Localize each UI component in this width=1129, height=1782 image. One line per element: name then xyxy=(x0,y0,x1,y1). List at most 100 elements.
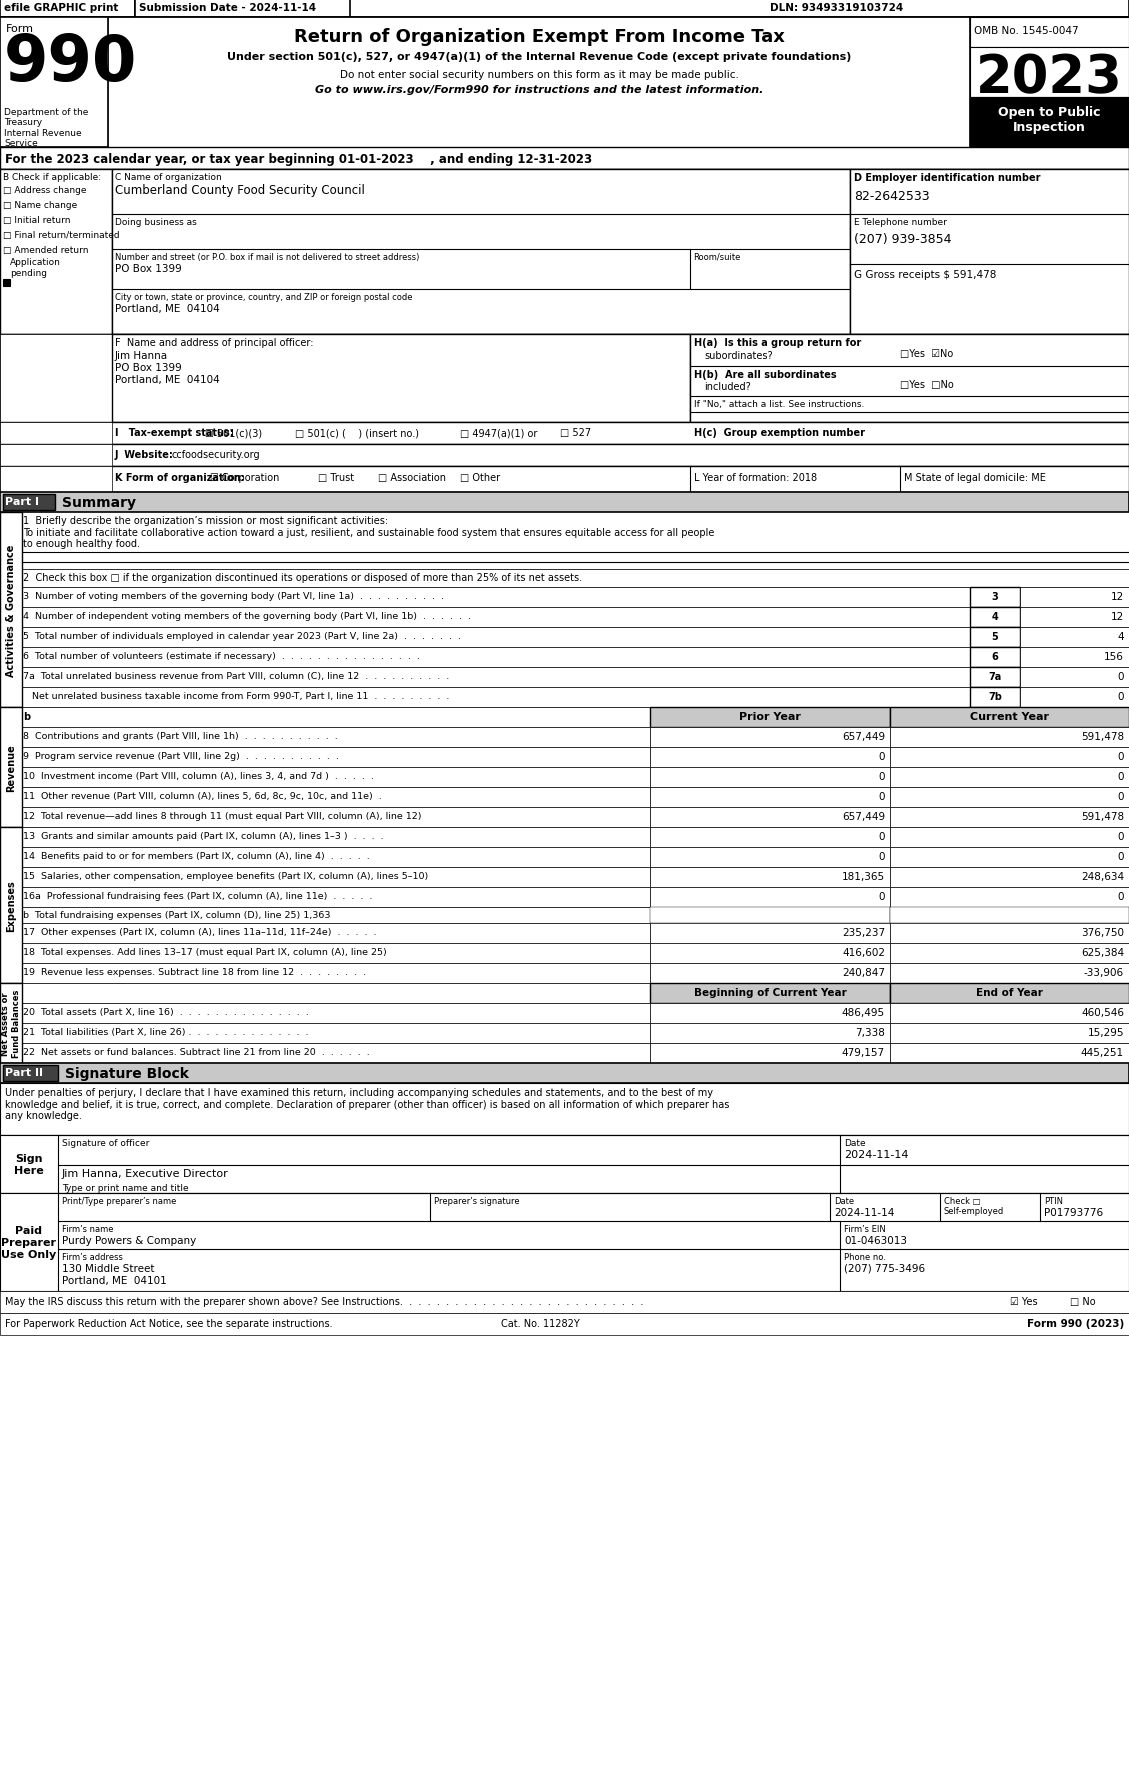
Text: DLN: 93493319103724: DLN: 93493319103724 xyxy=(770,4,903,12)
Text: Return of Organization Exempt From Income Tax: Return of Organization Exempt From Incom… xyxy=(294,29,785,46)
Text: Signature Block: Signature Block xyxy=(65,1066,189,1080)
Text: Firm’s name: Firm’s name xyxy=(62,1224,114,1233)
Bar xyxy=(890,848,1129,868)
Bar xyxy=(0,422,112,446)
Text: Type or print name and title: Type or print name and title xyxy=(62,1183,189,1192)
Bar xyxy=(650,807,890,827)
Text: End of Year: End of Year xyxy=(975,987,1042,998)
Text: Purdy Powers & Company: Purdy Powers & Company xyxy=(62,1235,196,1246)
Bar xyxy=(0,335,112,422)
Text: Department of the
Treasury
Internal Revenue
Service: Department of the Treasury Internal Reve… xyxy=(5,109,88,148)
Bar xyxy=(112,169,850,335)
Text: Beginning of Current Year: Beginning of Current Year xyxy=(693,987,847,998)
Text: 0: 0 xyxy=(878,852,885,861)
Bar xyxy=(0,1044,650,1064)
Text: Paid
Preparer
Use Only: Paid Preparer Use Only xyxy=(1,1226,56,1258)
Text: b  Total fundraising expenses (Part IX, column (D), line 25) 1,363: b Total fundraising expenses (Part IX, c… xyxy=(23,911,331,920)
Text: Firm’s address: Firm’s address xyxy=(62,1253,123,1262)
Bar xyxy=(0,608,970,627)
Text: 591,478: 591,478 xyxy=(1080,732,1124,741)
Bar xyxy=(0,588,970,608)
Bar xyxy=(0,964,21,984)
Text: Signature of officer: Signature of officer xyxy=(62,1139,149,1148)
Text: Firm’s EIN: Firm’s EIN xyxy=(844,1224,886,1233)
Text: 0: 0 xyxy=(1118,791,1124,802)
Bar xyxy=(890,907,1129,923)
Text: Submission Date - 2024-11-14: Submission Date - 2024-11-14 xyxy=(139,4,316,12)
Bar xyxy=(0,18,108,148)
Bar xyxy=(0,727,21,748)
Bar xyxy=(0,570,21,588)
Bar xyxy=(0,668,21,688)
Text: H(a)  Is this a group return for: H(a) Is this a group return for xyxy=(694,339,861,347)
Bar xyxy=(970,688,1019,707)
Text: 13  Grants and similar amounts paid (Part IX, column (A), lines 1–3 )  .  .  .  : 13 Grants and similar amounts paid (Part… xyxy=(23,832,384,841)
Bar xyxy=(0,1135,1129,1194)
Bar xyxy=(0,827,21,848)
Text: Cumberland County Food Security Council: Cumberland County Food Security Council xyxy=(115,184,365,196)
Bar xyxy=(890,984,1129,1003)
Text: □ No: □ No xyxy=(1070,1296,1095,1306)
Bar xyxy=(0,887,21,907)
Bar xyxy=(890,868,1129,887)
Bar xyxy=(890,707,1129,727)
Text: 486,495: 486,495 xyxy=(842,1007,885,1018)
Text: 2023: 2023 xyxy=(975,52,1122,103)
Text: 625,384: 625,384 xyxy=(1080,948,1124,957)
Text: 19  Revenue less expenses. Subtract line 18 from line 12  .  .  .  .  .  .  .  .: 19 Revenue less expenses. Subtract line … xyxy=(23,968,366,977)
Bar xyxy=(690,335,1129,422)
Text: PTIN: PTIN xyxy=(1044,1196,1064,1205)
Bar xyxy=(0,907,21,923)
Bar xyxy=(0,627,21,647)
Text: 17  Other expenses (Part IX, column (A), lines 11a–11d, 11f–24e)  .  .  .  .  .: 17 Other expenses (Part IX, column (A), … xyxy=(23,927,376,937)
Text: 12: 12 xyxy=(1111,611,1124,622)
Text: Self-employed: Self-employed xyxy=(944,1206,1005,1215)
Text: 248,634: 248,634 xyxy=(1080,871,1124,882)
Text: 22  Net assets or fund balances. Subtract line 21 from line 20  .  .  .  .  .  .: 22 Net assets or fund balances. Subtract… xyxy=(23,1048,370,1057)
Text: 10  Investment income (Part VIII, column (A), lines 3, 4, and 7d )  .  .  .  .  : 10 Investment income (Part VIII, column … xyxy=(23,772,374,781)
Bar xyxy=(0,1023,650,1044)
Text: For Paperwork Reduction Act Notice, see the separate instructions.: For Paperwork Reduction Act Notice, see … xyxy=(5,1319,333,1328)
Bar xyxy=(1019,688,1129,707)
Bar xyxy=(0,513,21,570)
Bar xyxy=(890,964,1129,984)
Text: PO Box 1399: PO Box 1399 xyxy=(115,364,182,372)
Bar xyxy=(0,907,650,923)
Bar xyxy=(970,647,1019,668)
Text: 235,237: 235,237 xyxy=(842,927,885,937)
Bar xyxy=(1019,608,1129,627)
Bar xyxy=(650,984,890,1003)
Bar xyxy=(0,1194,58,1292)
Bar xyxy=(0,570,1129,588)
Bar xyxy=(0,848,650,868)
Text: F  Name and address of principal officer:: F Name and address of principal officer: xyxy=(115,339,314,347)
Bar xyxy=(0,1313,1129,1335)
Bar xyxy=(0,1194,1129,1292)
Text: 0: 0 xyxy=(1118,672,1124,683)
Text: To initiate and facilitate collaborative action toward a just, resilient, and su: To initiate and facilitate collaborative… xyxy=(23,527,715,538)
Text: 4  Number of independent voting members of the governing body (Part VI, line 1b): 4 Number of independent voting members o… xyxy=(23,611,471,620)
Text: Portland, ME  04104: Portland, ME 04104 xyxy=(115,374,220,385)
Text: ccfoodsecurity.org: ccfoodsecurity.org xyxy=(172,449,261,460)
Text: 4: 4 xyxy=(991,611,998,622)
Bar xyxy=(0,1044,21,1064)
Text: Date: Date xyxy=(844,1139,866,1148)
Text: 15  Salaries, other compensation, employee benefits (Part IX, column (A), lines : 15 Salaries, other compensation, employe… xyxy=(23,871,428,880)
Bar xyxy=(650,768,890,788)
Bar xyxy=(0,494,1129,513)
Bar xyxy=(0,964,650,984)
Bar xyxy=(0,807,650,827)
Text: 0: 0 xyxy=(878,752,885,761)
Bar xyxy=(0,688,21,707)
Text: 416,602: 416,602 xyxy=(842,948,885,957)
Text: ☑ Yes: ☑ Yes xyxy=(1010,1296,1038,1306)
Bar xyxy=(0,1003,21,1023)
Bar xyxy=(0,647,21,668)
Text: (207) 939-3854: (207) 939-3854 xyxy=(854,233,952,246)
Text: Portland, ME  04104: Portland, ME 04104 xyxy=(115,303,220,314)
Text: 7b: 7b xyxy=(988,691,1001,702)
Bar xyxy=(108,18,970,148)
Bar xyxy=(0,848,21,868)
Text: 11  Other revenue (Part VIII, column (A), lines 5, 6d, 8c, 9c, 10c, and 11e)  .: 11 Other revenue (Part VIII, column (A),… xyxy=(23,791,382,800)
Bar xyxy=(0,707,21,727)
